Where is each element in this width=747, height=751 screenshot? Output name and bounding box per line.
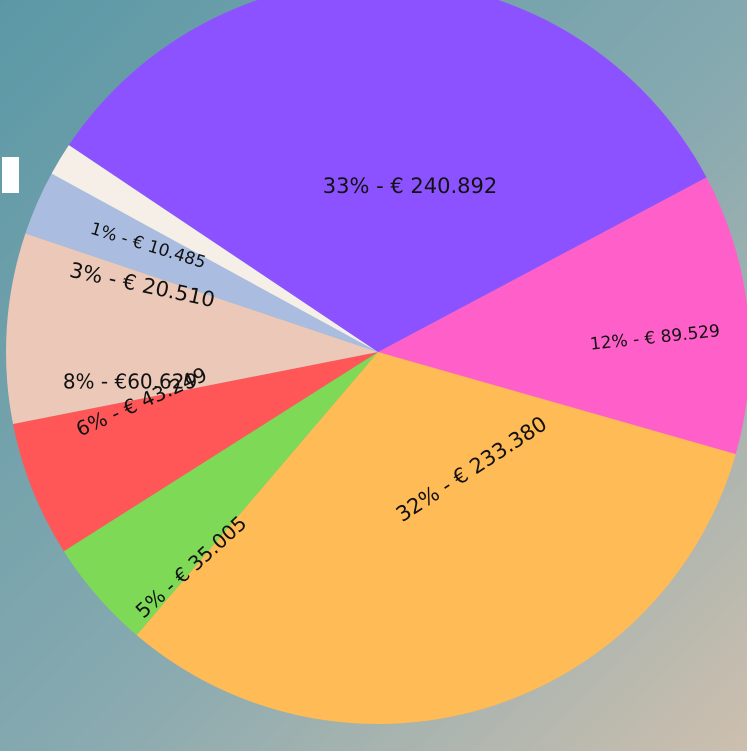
slice-label: 8% - €60.629	[63, 370, 197, 394]
pie-slice	[25, 173, 379, 352]
pie-slice	[378, 177, 747, 455]
pie-slice	[5, 233, 378, 424]
pie-slice	[51, 145, 378, 352]
hidden-title-fragment	[2, 157, 19, 193]
pie-slice	[136, 352, 736, 724]
pie-slice	[13, 352, 378, 552]
slice-label: 33% - € 240.892	[323, 174, 497, 198]
pie-slice	[68, 0, 707, 352]
pie-slice	[63, 352, 379, 636]
